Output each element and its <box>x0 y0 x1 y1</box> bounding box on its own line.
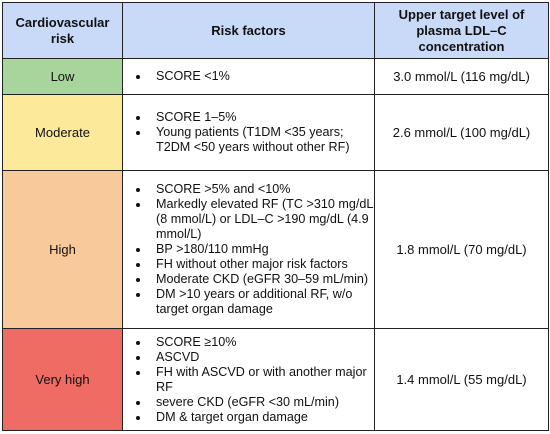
risk-level-cell: High <box>2 170 123 329</box>
risk-factor-item: BP >180/110 mmHg <box>150 242 374 257</box>
risk-factors-cell: SCORE 1–5% Young patients (T1DM <35 year… <box>122 94 375 171</box>
risk-factor-item: SCORE >5% and <10% <box>150 182 374 197</box>
risk-level-cell: Low <box>2 58 123 95</box>
risk-factor-item: DM & target organ damage <box>150 410 374 425</box>
risk-factors-cell: SCORE >5% and <10% Markedly elevated RF … <box>122 170 375 329</box>
risk-factor-item: severe CKD (eGFR <30 mL/min) <box>150 395 374 410</box>
ldl-target-cell: 1.4 mmol/L (55 mg/dL) <box>374 328 549 431</box>
risk-factor-item: FH with ASCVD or with another major RF <box>150 365 374 395</box>
risk-factor-item: Moderate CKD (eGFR 30–59 mL/min) <box>150 272 374 287</box>
ldl-target-cell: 3.0 mmol/L (116 mg/dL) <box>374 58 549 95</box>
header-row: Cardiovascular risk Risk factors Upper t… <box>2 2 549 59</box>
risk-factors-cell: SCORE <1% <box>122 58 375 95</box>
header-risk-factors: Risk factors <box>122 2 375 59</box>
table-row: Very high SCORE ≥10% ASCVD FH with ASCVD… <box>2 328 549 431</box>
ldl-target-cell: 2.6 mmol/L (100 mg/dL) <box>374 94 549 171</box>
ldl-target-cell: 1.8 mmol/L (70 mg/dL) <box>374 170 549 329</box>
table-row: Moderate SCORE 1–5% Young patients (T1DM… <box>2 94 549 171</box>
risk-factor-item: Markedly elevated RF (TC >310 mg/dL (8 m… <box>150 197 374 242</box>
header-ldl-target: Upper target level of plasma LDL–C conce… <box>374 2 549 59</box>
risk-factor-item: DM >10 years or additional RF, w/o targe… <box>150 287 374 317</box>
risk-level-cell: Very high <box>2 328 123 431</box>
risk-factor-item: FH without other major risk factors <box>150 257 374 272</box>
risk-factor-item: SCORE ≥10% <box>150 335 374 350</box>
risk-factor-item: ASCVD <box>150 350 374 365</box>
table-row: High SCORE >5% and <10% Markedly elevate… <box>2 170 549 329</box>
risk-level-cell: Moderate <box>2 94 123 171</box>
risk-factor-item: SCORE <1% <box>150 69 374 84</box>
table-row: Low SCORE <1% 3.0 mmol/L (116 mg/dL) <box>2 58 549 95</box>
header-cardiovascular-risk: Cardiovascular risk <box>2 2 123 59</box>
risk-factors-cell: SCORE ≥10% ASCVD FH with ASCVD or with a… <box>122 328 375 431</box>
risk-factor-item: Young patients (T1DM <35 years; T2DM <50… <box>150 125 374 155</box>
risk-factor-item: SCORE 1–5% <box>150 110 374 125</box>
